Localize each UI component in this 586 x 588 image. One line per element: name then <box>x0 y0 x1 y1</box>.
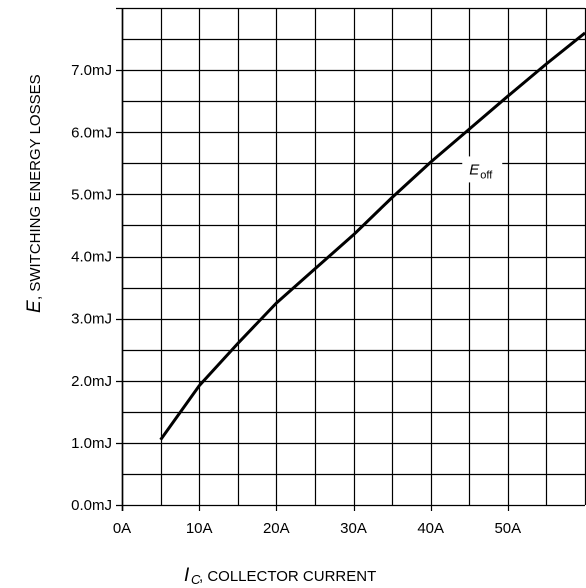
y-tick-label: 2.0mJ <box>71 373 112 390</box>
x-axis-label: , COLLECTOR CURRENT <box>199 568 376 585</box>
grid-layer <box>116 7 586 507</box>
y-axis-label: , SWITCHING ENERGY LOSSES <box>27 74 44 300</box>
annotation-background <box>462 156 503 183</box>
annotation-box: E off <box>462 156 503 183</box>
y-tick-label: 5.0mJ <box>71 186 112 203</box>
x-tick-label: 10A <box>186 520 213 537</box>
y-tick-label: 4.0mJ <box>71 249 112 266</box>
series-line-eoff <box>159 31 586 441</box>
annotation-subscript: off <box>480 169 493 181</box>
y-tick-label: 3.0mJ <box>71 311 112 328</box>
x-tick-label: 40A <box>417 520 444 537</box>
y-axis-title: E , SWITCHING ENERGY LOSSES <box>24 74 45 313</box>
x-axis-title: I C , COLLECTOR CURRENT <box>184 565 376 587</box>
annotation-label: E <box>469 161 480 178</box>
x-tick-label: 0A <box>113 520 131 537</box>
y-tick-label: 7.0mJ <box>71 62 112 79</box>
y-tick-label: 6.0mJ <box>71 124 112 141</box>
series-layer <box>159 31 586 441</box>
x-axis-symbol: I <box>184 565 190 586</box>
x-tick-label: 50A <box>494 520 521 537</box>
x-tick-label: 20A <box>263 520 290 537</box>
y-axis-symbol: E <box>24 300 45 313</box>
axis-layer <box>121 8 510 511</box>
tick-label-layer: 0.0mJ 1.0mJ 2.0mJ 3.0mJ 4.0mJ 5.0mJ 6.0mJ 7.0mJ… <box>71 62 521 537</box>
x-tick-label: 30A <box>340 520 367 537</box>
y-tick-label: 1.0mJ <box>71 435 112 452</box>
x-axis-symbol-subscript: C <box>191 572 201 587</box>
y-tick-label: 0.0mJ <box>71 497 112 514</box>
